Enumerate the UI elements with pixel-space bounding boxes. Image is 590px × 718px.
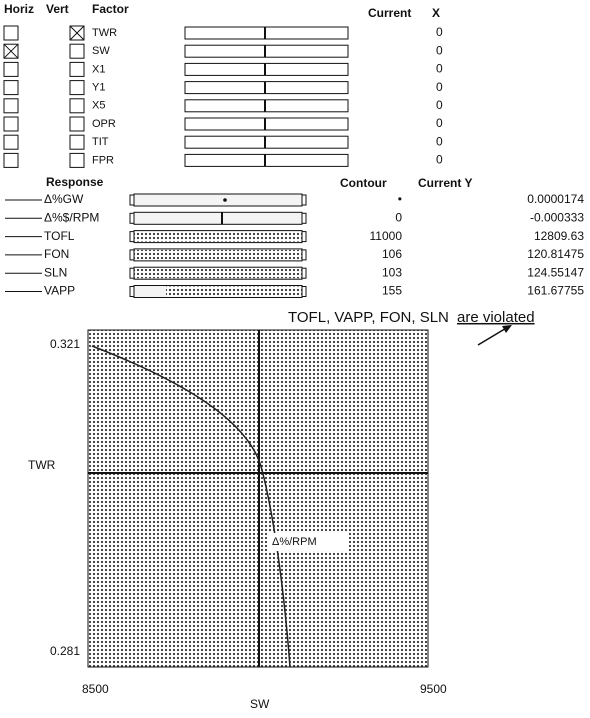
vert-checkbox bbox=[69, 152, 85, 168]
factor-name: Y1 bbox=[92, 82, 105, 94]
factor-slider bbox=[184, 62, 349, 76]
factor-slider bbox=[184, 135, 349, 149]
slider-cap bbox=[301, 212, 307, 224]
response-current: 120.81475 bbox=[527, 247, 584, 261]
slider-cap bbox=[129, 249, 135, 261]
factor-current: 0 bbox=[436, 116, 443, 130]
factor-current: 0 bbox=[436, 62, 443, 76]
response-current: -0.000333 bbox=[530, 210, 584, 224]
factor-slider bbox=[184, 81, 349, 95]
slider-cap bbox=[129, 194, 135, 206]
slider-cap bbox=[129, 212, 135, 224]
response-slider bbox=[133, 193, 303, 207]
factor-current: 0 bbox=[436, 134, 443, 148]
factor-current: 0 bbox=[436, 43, 443, 57]
response-contour: 155 bbox=[382, 284, 402, 298]
factor-current: 0 bbox=[436, 98, 443, 112]
response-contour: 0 bbox=[395, 210, 402, 224]
slider-cap bbox=[301, 231, 307, 243]
response-shade bbox=[134, 268, 302, 279]
response-current: 0.0000174 bbox=[527, 192, 584, 206]
factor-slider bbox=[184, 44, 349, 58]
y-label: TWR bbox=[28, 458, 56, 472]
factor-name: TIT bbox=[92, 136, 109, 148]
y-bottom: 0.281 bbox=[50, 644, 80, 658]
vert-checkbox bbox=[69, 134, 85, 150]
horiz-checkbox-mark bbox=[3, 43, 19, 59]
header-current-y: Current Y bbox=[418, 176, 472, 190]
factor-current: 0 bbox=[436, 25, 443, 39]
slider-cap bbox=[129, 267, 135, 279]
header-current: Current bbox=[368, 6, 411, 20]
response-slider bbox=[133, 211, 303, 225]
horiz-checkbox bbox=[3, 116, 19, 132]
header-contour: Contour bbox=[340, 176, 387, 190]
factor-name: FPR bbox=[92, 154, 114, 166]
vert-checkbox bbox=[69, 116, 85, 132]
contour-line bbox=[91, 345, 291, 668]
response-shade bbox=[134, 231, 302, 242]
contour-label-box bbox=[268, 533, 347, 551]
slider-cap bbox=[129, 286, 135, 297]
response-contour: 106 bbox=[382, 247, 402, 261]
slider-cap bbox=[301, 286, 307, 297]
factor-name: SW bbox=[92, 45, 110, 57]
response-current: 161.67755 bbox=[527, 284, 584, 298]
factor-current: 0 bbox=[436, 153, 443, 167]
x-left: 8500 bbox=[82, 682, 109, 696]
response-contour: 11000 bbox=[370, 229, 403, 243]
x-label: SW bbox=[250, 697, 270, 711]
slider-cap bbox=[301, 194, 307, 206]
slider-cap bbox=[129, 231, 135, 243]
slider-dot bbox=[223, 198, 227, 202]
slider-cap bbox=[301, 249, 307, 261]
horiz-checkbox bbox=[3, 98, 19, 114]
factor-slider bbox=[184, 153, 349, 167]
header-factor: Factor bbox=[92, 2, 129, 16]
factor-name: X1 bbox=[92, 63, 105, 75]
vert-checkbox bbox=[69, 80, 85, 96]
y-top: 0.321 bbox=[50, 337, 80, 351]
annotation-underlined: are violated bbox=[457, 309, 535, 326]
vert-checkbox-mark bbox=[69, 25, 85, 41]
arrow bbox=[477, 326, 509, 346]
factor-name: TWR bbox=[92, 27, 117, 39]
factor-slider bbox=[184, 99, 349, 113]
response-name: TOFL bbox=[44, 229, 75, 243]
header-x: X bbox=[432, 6, 440, 20]
vert-checkbox bbox=[69, 98, 85, 114]
slider-cap bbox=[301, 267, 307, 279]
response-name: Δ%$/RPM bbox=[44, 210, 99, 224]
vert-checkbox bbox=[69, 61, 85, 77]
response-current: 12809.63 bbox=[534, 229, 584, 243]
response-name: Δ%GW bbox=[44, 192, 84, 206]
header-horiz: Horiz bbox=[4, 2, 34, 16]
factor-name: OPR bbox=[92, 118, 116, 130]
response-shade bbox=[134, 249, 302, 260]
response-current: 124.55147 bbox=[527, 265, 584, 279]
response-contour: 103 bbox=[382, 265, 402, 279]
factor-current: 0 bbox=[436, 80, 443, 94]
response-name: VAPP bbox=[44, 284, 75, 298]
annotation: TOFL, VAPP, FON, SLN bbox=[288, 309, 449, 326]
horiz-checkbox bbox=[3, 61, 19, 77]
horiz-checkbox bbox=[3, 152, 19, 168]
response-name: FON bbox=[44, 247, 69, 261]
factor-name: X5 bbox=[92, 100, 105, 112]
response-contour: • bbox=[398, 192, 402, 206]
contour-label: Δ%/RPM bbox=[272, 536, 317, 548]
arrow-head bbox=[502, 325, 512, 333]
response-shade bbox=[166, 286, 302, 297]
header-response: Response bbox=[46, 175, 104, 189]
factor-slider bbox=[184, 26, 349, 40]
factor-slider bbox=[184, 117, 349, 131]
x-right: 9500 bbox=[420, 682, 447, 696]
horiz-checkbox bbox=[3, 134, 19, 150]
vert-checkbox bbox=[69, 43, 85, 59]
horiz-checkbox bbox=[3, 80, 19, 96]
header-vert: Vert bbox=[46, 2, 69, 16]
horiz-checkbox bbox=[3, 25, 19, 41]
response-name: SLN bbox=[44, 265, 67, 279]
